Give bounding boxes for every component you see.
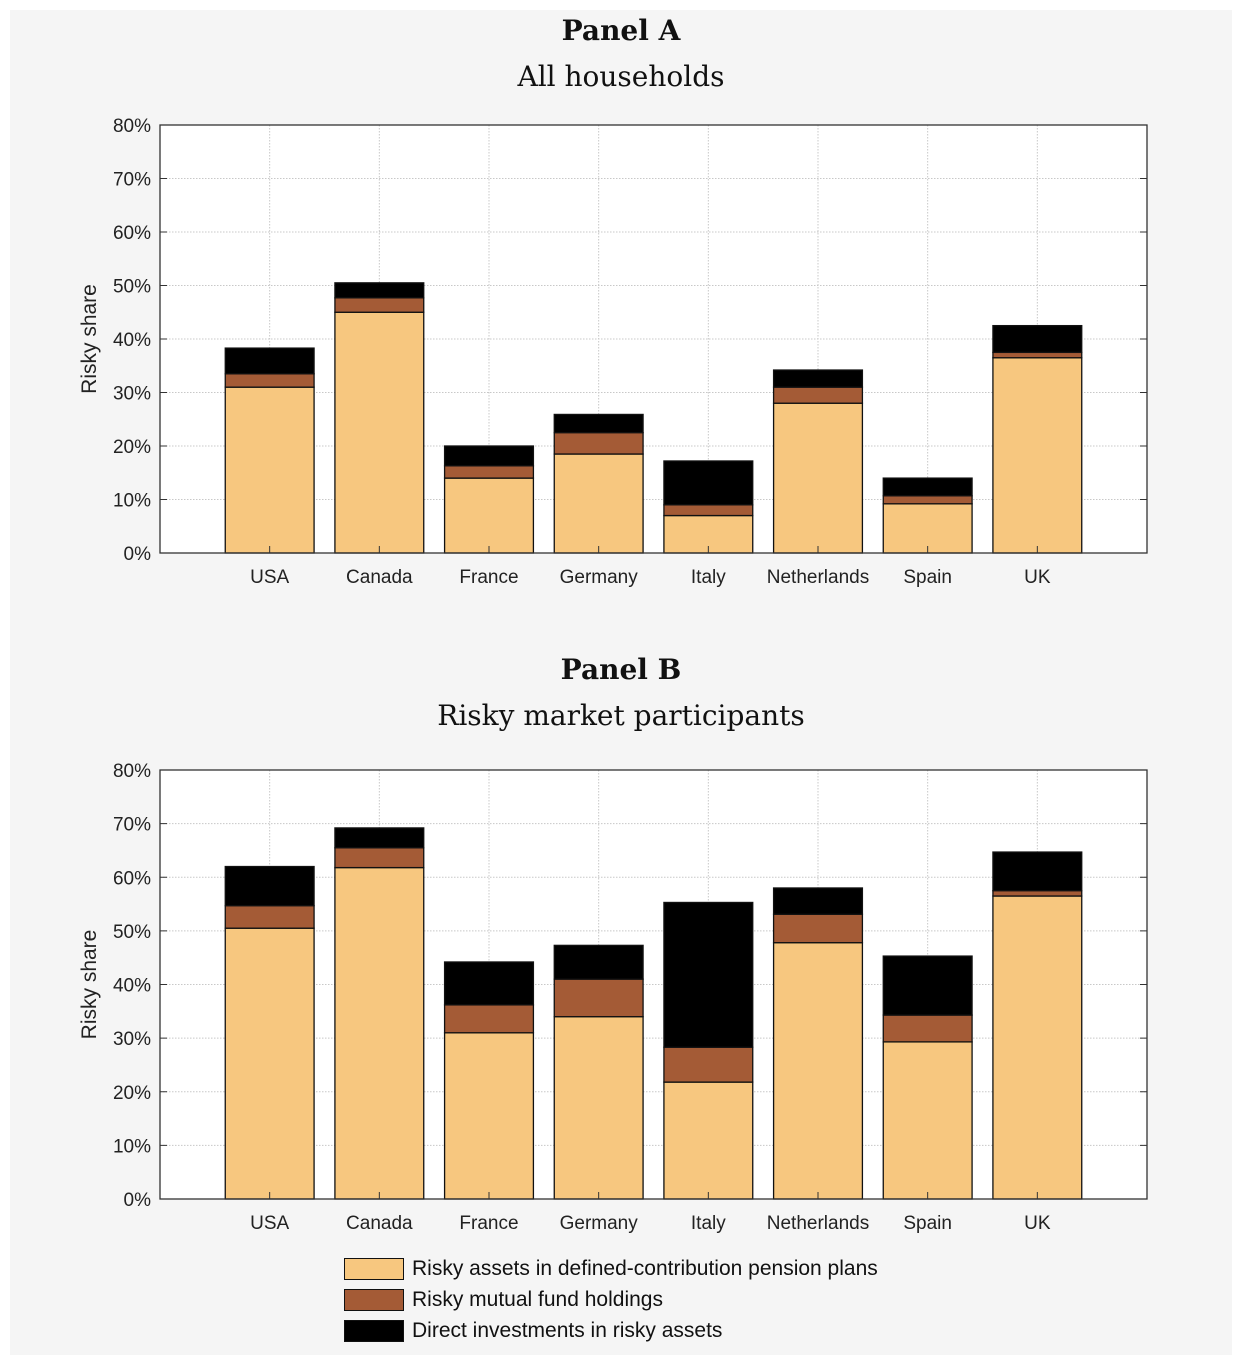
y-tick-label: 60% [113, 868, 151, 889]
bar-segment-germany-2 [553, 413, 644, 434]
legend-item-pension: Risky assets in defined-contribution pen… [344, 1253, 878, 1284]
bar-segment-italy-0 [663, 1081, 754, 1200]
axes-frame [159, 769, 1148, 1200]
bar-segment-germany-2 [553, 944, 644, 980]
panel-b-title: Panel B [560, 653, 682, 686]
panel-a-title: Panel A [561, 14, 681, 47]
y-tick-label: 80% [113, 761, 151, 782]
x-tick-label: Germany [560, 1213, 639, 1234]
legend-label-mutual-fund: Risky mutual fund holdings [412, 1287, 663, 1311]
bar-segment-netherlands-0 [772, 942, 864, 1200]
y-tick-label: 50% [113, 922, 151, 943]
bar-segment-netherlands-2 [772, 887, 864, 915]
legend-item-direct: Direct investments in risky assets [344, 1315, 878, 1346]
bar-segment-italy-2 [663, 901, 754, 1048]
legend-swatch-mutual-fund [344, 1288, 404, 1311]
bar-segment-uk-0 [992, 895, 1083, 1200]
y-tick-label: 80% [113, 116, 151, 137]
bar-segment-uk-2 [992, 851, 1083, 892]
bar-segment-france-2 [443, 961, 535, 1006]
panel-b-subtitle: Risky market participants [437, 699, 805, 732]
legend-swatch-direct [344, 1319, 404, 1342]
bar-segment-uk-2 [992, 324, 1083, 354]
bar-segment-usa-0 [224, 386, 315, 554]
x-tick-label: USA [250, 1213, 289, 1234]
y-tick-label: 0% [124, 544, 152, 565]
legend: Risky assets in defined-contribution pen… [344, 1253, 878, 1346]
bar-segment-usa-2 [224, 347, 315, 375]
x-tick-label: France [459, 1213, 518, 1234]
bar-segment-spain-1 [882, 1014, 973, 1043]
y-tick-label: 20% [113, 437, 151, 458]
bar-segment-usa-1 [224, 905, 315, 929]
bar-segment-spain-0 [882, 1041, 973, 1200]
bar-segment-usa-2 [224, 865, 315, 907]
x-tick-label: Germany [560, 567, 639, 588]
legend-swatch-pension [344, 1257, 404, 1280]
bar-segment-canada-0 [334, 311, 425, 554]
bar-segment-italy-1 [663, 1046, 754, 1083]
bar-segment-france-2 [443, 445, 535, 467]
bar-segment-italy-2 [663, 460, 754, 506]
x-tick-label: Italy [691, 567, 726, 588]
bar-segment-usa-0 [224, 927, 315, 1200]
y-tick-label: 10% [113, 1136, 151, 1157]
x-tick-label: Spain [903, 1213, 952, 1234]
panel-b-chart: 0% 10% 20% 30% 40% 50% 60% 70% 80% USA Canada Franc… [78, 761, 1148, 1234]
bar-segment-france-0 [443, 1032, 535, 1200]
x-tick-label: Canada [346, 1213, 413, 1234]
bar-segment-france-1 [443, 1004, 535, 1034]
x-tick-label: Netherlands [767, 1213, 869, 1234]
x-tick-label: Canada [346, 567, 413, 588]
y-tick-label: 40% [113, 330, 151, 351]
y-axis-label: Risky share [78, 930, 101, 1040]
y-tick-label: 70% [113, 815, 151, 836]
bar-segment-germany-0 [553, 1016, 644, 1200]
y-tick-label: 60% [113, 223, 151, 244]
y-axis-label: Risky share [78, 284, 101, 394]
panel-a-chart: 0% 10% 20% 30% 40% 50% 60% 70% 80% USA Canada Franc… [78, 116, 1148, 588]
legend-item-mutual-fund: Risky mutual fund holdings [344, 1284, 878, 1315]
bar-segment-spain-2 [882, 477, 973, 497]
bar-segment-spain-2 [882, 955, 973, 1016]
panel-a-subtitle: All households [517, 60, 725, 93]
bar-segment-canada-2 [334, 827, 425, 849]
legend-label-pension: Risky assets in defined-contribution pen… [412, 1256, 878, 1280]
y-tick-label: 70% [113, 170, 151, 191]
y-tick-label: 30% [113, 384, 151, 405]
x-tick-label: France [459, 567, 518, 588]
x-tick-label: UK [1024, 567, 1051, 588]
bar-segment-canada-0 [334, 866, 425, 1200]
bar-segment-canada-2 [334, 282, 425, 299]
bar-segment-netherlands-1 [772, 913, 864, 944]
y-tick-label: 10% [113, 491, 151, 512]
bar-segment-uk-1 [992, 890, 1083, 897]
x-tick-label: UK [1024, 1213, 1051, 1234]
bar-segment-canada-1 [334, 847, 425, 869]
legend-label-direct: Direct investments in risky assets [412, 1318, 723, 1342]
axes-frame [159, 124, 1148, 554]
bar-segment-uk-0 [992, 357, 1083, 554]
y-tick-label: 30% [113, 1029, 151, 1050]
bar-segment-france-0 [443, 477, 535, 554]
x-tick-label: Italy [691, 1213, 726, 1234]
bar-segment-netherlands-2 [772, 369, 864, 388]
y-tick-label: 20% [113, 1083, 151, 1104]
y-tick-label: 40% [113, 976, 151, 997]
x-tick-label: USA [250, 567, 289, 588]
bar-segment-netherlands-0 [772, 402, 864, 554]
bar-segment-germany-1 [553, 978, 644, 1018]
figure: Panel A All households 0% 10% 20% 30% 40% 50%… [10, 10, 1232, 1355]
y-tick-label: 0% [124, 1190, 152, 1211]
y-tick-label: 50% [113, 277, 151, 298]
x-tick-label: Spain [903, 567, 952, 588]
x-tick-label: Netherlands [767, 567, 869, 588]
